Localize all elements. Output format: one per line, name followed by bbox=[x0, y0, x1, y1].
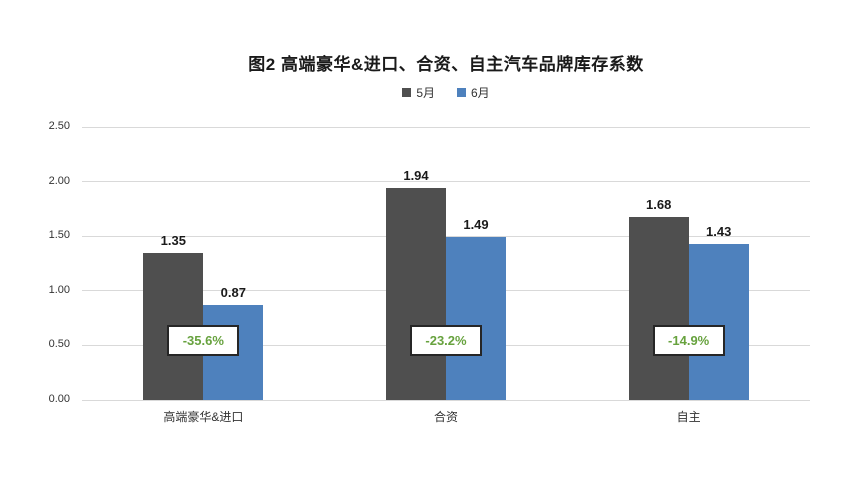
legend-swatch-june bbox=[457, 88, 466, 97]
change-badge: -14.9% bbox=[652, 325, 725, 356]
chart-legend: 5月 6月 bbox=[82, 84, 810, 101]
bar-june bbox=[688, 243, 749, 400]
bar-value-label: 1.94 bbox=[403, 168, 429, 184]
y-tick-label: 0.50 bbox=[48, 338, 70, 351]
x-category-label: 合资 bbox=[433, 410, 458, 424]
gridline bbox=[82, 126, 810, 128]
bar-may bbox=[386, 188, 446, 400]
plot-area: 1.35 0.87 -35.6% 高端豪华&进口 1.94 1.49 -23.2% 合资 1.6… bbox=[82, 126, 810, 424]
bar-may bbox=[628, 216, 689, 400]
chart-title: 图2 高端豪华&进口、合资、自主汽车品牌库存系数 bbox=[248, 55, 644, 74]
x-category-label: 高端豪华&进口 bbox=[163, 410, 244, 424]
y-tick-label: 2.00 bbox=[48, 174, 70, 187]
bar-value-label: 1.43 bbox=[706, 223, 732, 239]
y-tick-label: 1.50 bbox=[48, 229, 70, 242]
legend-swatch-may bbox=[402, 88, 412, 97]
gridline bbox=[82, 235, 810, 237]
y-tick-label: 2.50 bbox=[48, 120, 70, 132]
bar-value-label: 0.87 bbox=[220, 284, 246, 300]
y-tick-label: 1.00 bbox=[48, 283, 70, 296]
bar-value-label: 1.35 bbox=[160, 232, 186, 248]
legend-item: 6月 bbox=[457, 84, 490, 101]
x-category-label: 自主 bbox=[676, 410, 701, 424]
y-tick-label: 0.00 bbox=[48, 393, 70, 405]
bar-value-label: 1.68 bbox=[646, 196, 672, 212]
legend-item: 5月 bbox=[402, 84, 435, 101]
legend-label: 6月 bbox=[471, 86, 490, 100]
gridline bbox=[82, 181, 810, 183]
bar-value-label: 1.49 bbox=[463, 217, 489, 233]
change-badge: -35.6% bbox=[167, 325, 240, 356]
gridline bbox=[82, 399, 810, 401]
y-axis: 0.00 0.50 1.00 1.50 2.00 2.50 bbox=[0, 120, 70, 405]
legend-label: 5月 bbox=[416, 86, 435, 100]
change-badge: -23.2% bbox=[410, 325, 482, 356]
bar-june bbox=[446, 237, 506, 400]
